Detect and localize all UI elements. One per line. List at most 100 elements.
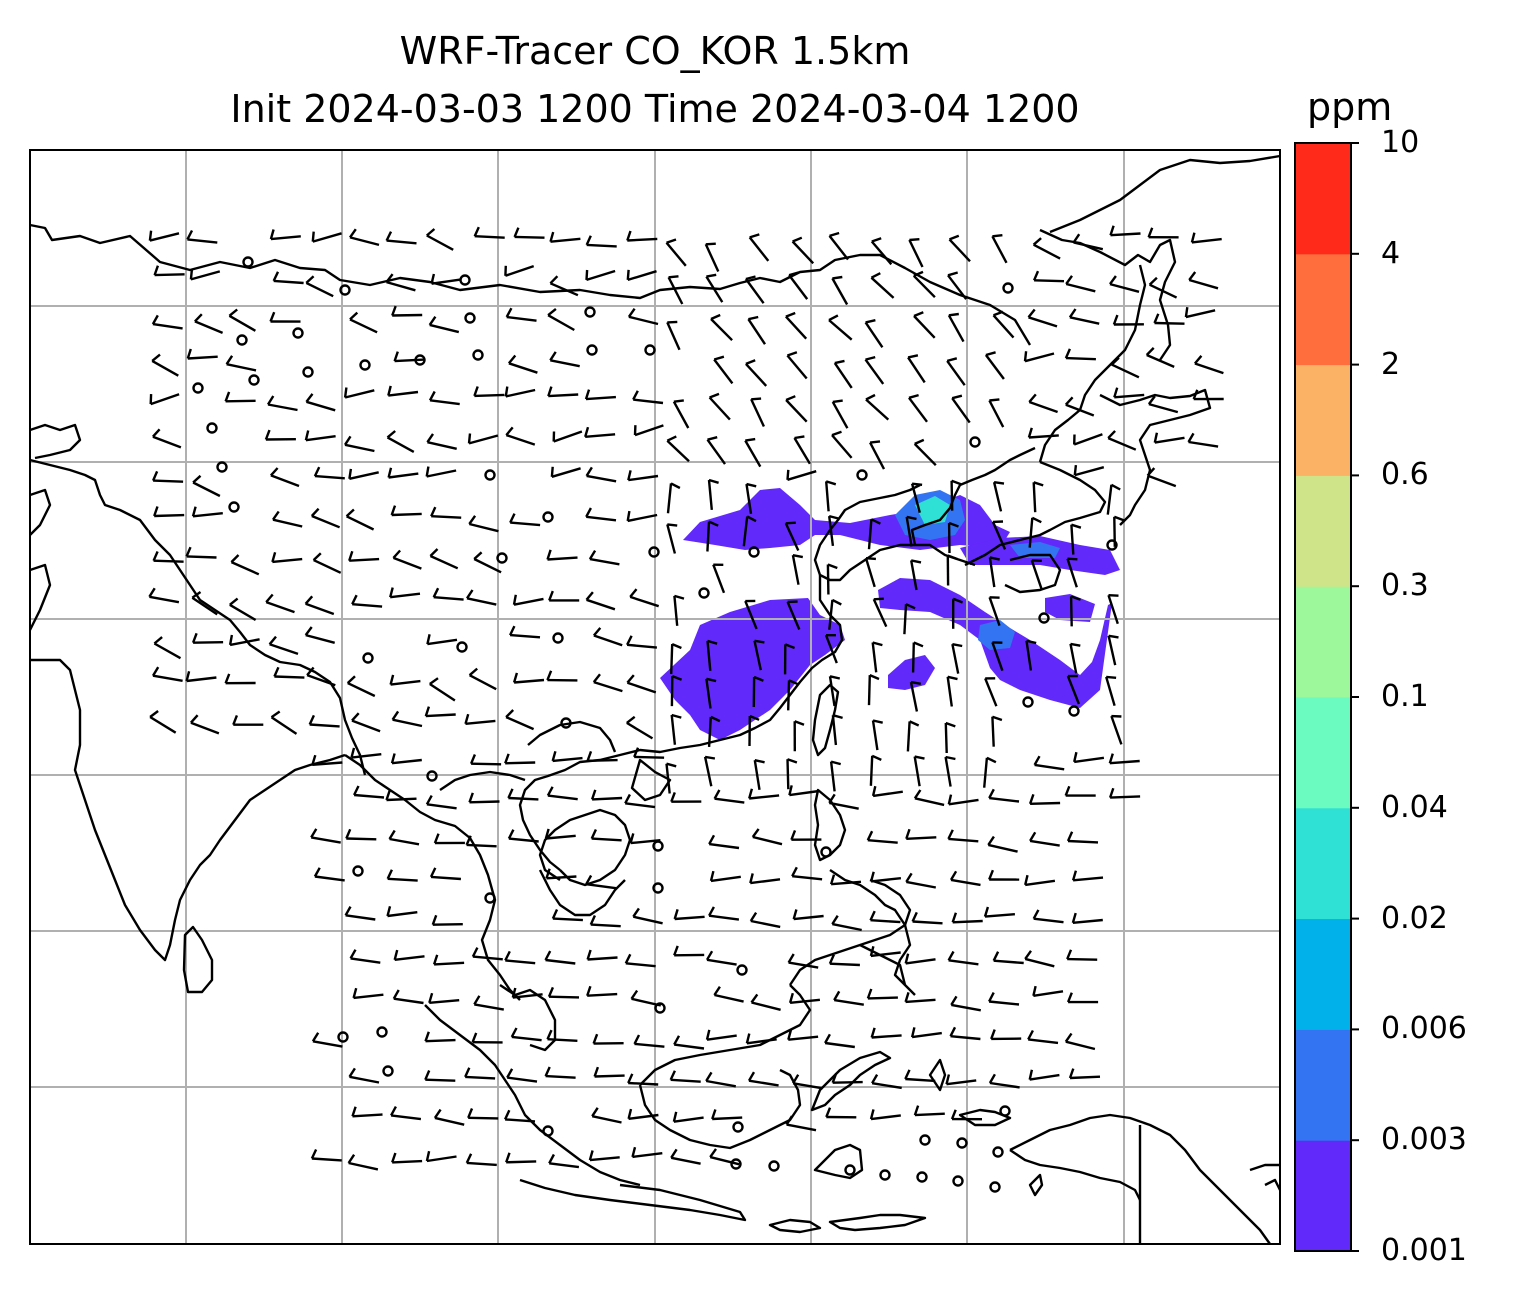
wind-barb-staff [670,1156,701,1165]
wind-barb-flag [152,428,161,438]
wind-barb-staff [153,479,184,483]
wind-barb-flag [787,351,798,357]
wind-barb-staff [187,238,218,244]
wind-barb-flag [190,714,199,724]
wind-barb-staff [349,1075,380,1084]
wind-barb-staff [706,439,726,465]
wind-barb-staff [513,678,545,684]
wind-barb-flag [705,1071,713,1082]
wind-barb-flag [591,1107,599,1117]
colorbar-segment [1295,1029,1351,1141]
wind-barb-flag [831,915,839,925]
wind-barb-flag [549,351,557,361]
wind-barb-staff [474,1003,505,1011]
wind-barb-staff [710,875,741,883]
wind-barb-flag [390,753,396,764]
wind-barb-flag [633,1034,641,1045]
wind-barb-staff [988,1000,1020,1006]
wind-barb-staff [1067,839,1099,844]
wind-barb-flag [585,874,593,885]
coastline [1009,1149,1142,1201]
wind-barb-flag [631,1146,637,1158]
wind-barb-flag [950,995,958,1006]
wind-barb-flag [671,642,682,650]
wind-barb-staff [950,480,954,511]
wind-barb-staff [791,554,800,585]
wind-barb-staff [270,235,301,241]
wind-barb-staff [507,1076,538,1083]
wind-barb-flag [788,785,793,796]
wind-barb-staff [590,923,621,928]
wind-barb-flag [271,551,277,563]
wind-barb-flag [792,1074,800,1084]
wind-barb-staff [833,362,853,389]
wind-barb-staff [672,401,690,429]
wind-barb-flag [785,1115,793,1126]
wind-barb-flag [626,230,632,241]
wind-barb-staff [667,276,684,305]
wind-barb-staff [425,1078,456,1082]
wind-barb-staff [870,919,901,924]
wind-barb-flag [865,319,876,324]
wind-barb-staff [665,763,671,794]
wind-barb-staff [988,843,1018,853]
wind-barb-flag [592,1033,599,1045]
wind-barb-staff [426,469,457,478]
wind-barb-staff [348,1161,379,1171]
wind-barb-staff [587,758,618,762]
wind-barb-staff [908,397,928,423]
wind-barb-staff [272,557,303,564]
calm-wind-marker [698,587,710,599]
wind-barb-flag [790,829,797,841]
wind-barb-staff [666,439,690,463]
wind-barb-flag [632,390,639,401]
wind-barb-staff [946,676,953,707]
wind-barb-flag [504,1109,511,1120]
wind-barb-flag [426,634,431,645]
wind-barb-flag [305,393,314,403]
wind-barb-staff [786,1123,817,1132]
wind-barb-flag [784,643,796,650]
wind-barb-flag [585,235,592,246]
calm-wind-marker [654,1002,666,1014]
wind-barb-flag [1145,347,1155,356]
coastline [829,869,916,996]
wind-barb-flag [865,393,876,401]
wind-barb-staff [272,518,303,528]
colorbar-tick-label: 0.1 [1381,679,1429,714]
wind-barb-flag [786,469,790,480]
wind-barb-staff [952,919,983,924]
wind-barb-staff [545,958,576,965]
wind-barb-flag [629,833,635,844]
colorbar-unit-label: ppm [1307,85,1393,129]
wind-barb-flag [544,950,552,961]
wind-barb-staff [752,835,783,846]
wind-barb-staff [388,472,419,479]
wind-barb-staff [905,516,913,547]
wind-barb-staff [349,318,378,334]
wind-barb-flag [1110,356,1120,366]
calm-wind-marker [339,284,351,296]
wind-barb-staff [626,643,658,649]
wind-barb-flag [1064,1032,1073,1043]
wind-barb-staff [392,313,423,317]
wind-barb-staff [870,877,902,883]
wind-barb-flag [1066,949,1073,960]
wind-barb-staff [190,721,220,735]
wind-barb-staff [626,721,654,740]
wind-barb-flag [670,482,681,490]
wind-barb-flag [1113,387,1119,398]
wind-barb-staff [346,515,375,531]
wind-barb-flag [471,947,479,958]
coastline [638,1068,802,1150]
wind-barb-flag [913,270,924,277]
wind-barb-flag [672,1111,678,1122]
wind-barb-flag [585,591,594,601]
wind-barb-flag [473,551,483,560]
wind-barb-staff [388,390,419,397]
wind-barb-staff [1066,675,1081,705]
wind-barb-flag [586,750,593,762]
wind-barb-flag [987,835,995,846]
wind-barb-staff [1066,558,1078,588]
